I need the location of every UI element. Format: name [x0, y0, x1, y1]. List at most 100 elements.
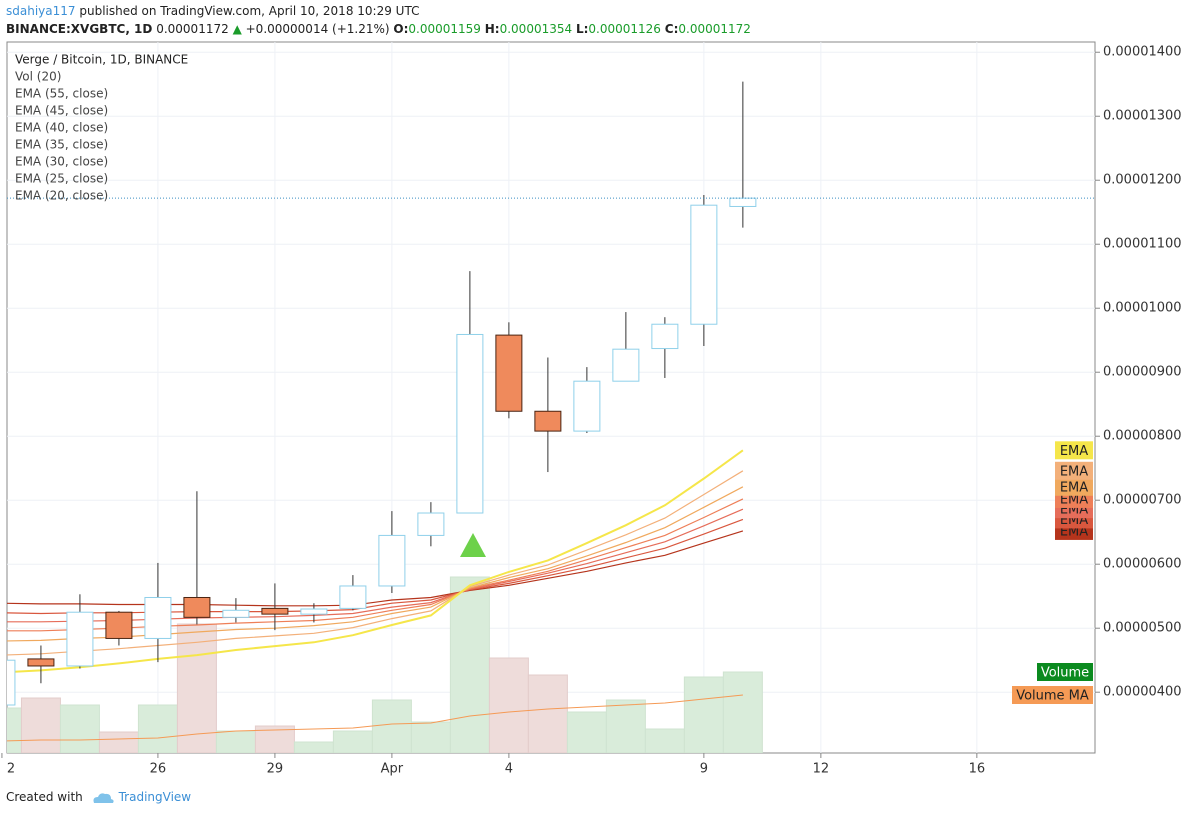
candle-body	[456, 333, 484, 514]
x-tick-label: 12	[813, 762, 830, 777]
x-tick-label: 9	[700, 762, 708, 777]
created-with: Created with	[6, 790, 83, 804]
y-tick-label: 0.00001300	[1103, 109, 1182, 124]
legend-entry: EMA (25, close)	[15, 172, 108, 186]
buy-signal	[460, 533, 486, 557]
ema-line	[7, 449, 744, 674]
candle-body	[27, 658, 55, 667]
legend-entry: EMA (20, close)	[15, 189, 108, 203]
volume-bar	[566, 711, 607, 753]
volume-tag-box	[1037, 663, 1093, 681]
h-value: 0.00001354	[499, 22, 573, 36]
author[interactable]: sdahiya117	[6, 4, 76, 18]
candle-body	[300, 608, 328, 615]
volume-bar	[176, 623, 217, 753]
c-label: C:	[664, 22, 679, 36]
legend-entry: EMA (30, close)	[15, 155, 108, 169]
ema-tag: EMA	[1060, 480, 1088, 495]
volume-bar	[215, 730, 256, 753]
y-tick-label: 0.00000700	[1103, 493, 1182, 508]
y-tick-label: 0.00001400	[1103, 45, 1182, 60]
volume-bar	[332, 730, 373, 753]
symbol: BINANCE:XVGBTC, 1D	[6, 22, 153, 36]
logo	[93, 792, 114, 803]
x-tick-label: Apr	[381, 762, 404, 777]
candle-body	[495, 334, 523, 412]
ema-line	[7, 530, 744, 607]
ema-line	[7, 470, 744, 656]
o-label: O:	[393, 22, 409, 36]
candle-body	[651, 323, 679, 350]
ema-tag-box	[1055, 477, 1093, 496]
last-price: 0.00001172	[156, 22, 229, 36]
y-tick-label: 0.00000600	[1103, 557, 1182, 572]
candle-body	[339, 585, 367, 609]
y-tick-label: 0.00001100	[1103, 237, 1182, 252]
volume-bar	[7, 707, 22, 753]
footer: Created with TradingView	[6, 790, 191, 805]
x-tick-label: 29	[267, 762, 284, 777]
up-arrow: ▲	[232, 22, 242, 36]
candle-body	[729, 197, 757, 207]
ema-tag: EMA	[1060, 492, 1088, 507]
ema-tag-box	[1055, 461, 1093, 480]
y-tick-label: 0.00001200	[1103, 173, 1182, 188]
volume-ma-tag-box	[1012, 686, 1093, 704]
volume-ma-line	[7, 694, 743, 742]
y-tick-label: 0.00000800	[1103, 429, 1182, 444]
chart: 0.00000400 0.00000500 0.00000600 0.00000700…	[1, 41, 1182, 777]
volume-bar	[644, 728, 685, 753]
candle-body	[378, 534, 406, 587]
y-tick-label: 0.00000400	[1103, 685, 1182, 700]
candle-body	[183, 596, 211, 618]
volume-bar	[293, 741, 334, 753]
volume-tag: Volume	[1041, 666, 1089, 681]
legend-entry: EMA (45, close)	[15, 104, 108, 118]
o-value: 0.00001159	[408, 22, 481, 36]
y-tick-label: 0.00001000	[1103, 301, 1182, 316]
volume-bar	[371, 699, 412, 753]
candle-body	[612, 348, 640, 382]
volume-bar	[59, 704, 100, 753]
brand[interactable]: TradingView	[118, 790, 192, 804]
volume-bar	[527, 674, 568, 753]
x-tick-label: 16	[969, 762, 986, 777]
legend-entry: EMA (35, close)	[15, 138, 108, 152]
legend-entry: EMA (40, close)	[15, 121, 108, 135]
x-tick-label: 4	[505, 762, 513, 777]
l-label: L:	[575, 22, 589, 36]
legend-entry: EMA (55, close)	[15, 87, 108, 101]
x-tick-label: 2	[7, 762, 15, 777]
l-value: 0.00001126	[588, 22, 661, 36]
volume-ma-tag: Volume MA	[1016, 689, 1089, 704]
candle-body	[573, 380, 601, 432]
published: published on TradingView.com, April 10, …	[79, 4, 420, 18]
volume-bar	[449, 576, 490, 753]
candle-body	[261, 607, 289, 615]
legend-title: Verge / Bitcoin, 1D, BINANCE	[15, 53, 188, 67]
candle-body	[66, 611, 94, 667]
header-line: sdahiya117 published on TradingView.com,…	[6, 4, 419, 18]
h-label: H:	[484, 22, 500, 36]
volume-bar	[605, 699, 646, 753]
candle-body	[144, 596, 172, 639]
change: +0.00000014 (+1.21%)	[245, 22, 390, 36]
ema-tag: EMA	[1060, 464, 1088, 479]
volume-bar	[20, 697, 61, 753]
volume-bar	[98, 731, 139, 753]
candle-body	[105, 611, 133, 639]
y-tick-label: 0.00000500	[1103, 621, 1182, 636]
ema-tag: EMA	[1060, 444, 1088, 459]
candle-body	[690, 204, 718, 325]
header-quote: BINANCE:XVGBTC, 1D 0.00001172 ▲ +0.00000…	[6, 22, 751, 36]
c-value: 0.00001172	[678, 22, 751, 36]
candle-body	[417, 512, 445, 536]
legend-volume: Vol (20)	[15, 70, 61, 84]
candle-body	[222, 609, 250, 618]
volume-bar	[137, 704, 178, 753]
candle-body	[7, 659, 16, 706]
ema-tag-box	[1055, 441, 1093, 460]
x-tick-label: 26	[150, 762, 167, 777]
volume-bar	[722, 671, 763, 753]
